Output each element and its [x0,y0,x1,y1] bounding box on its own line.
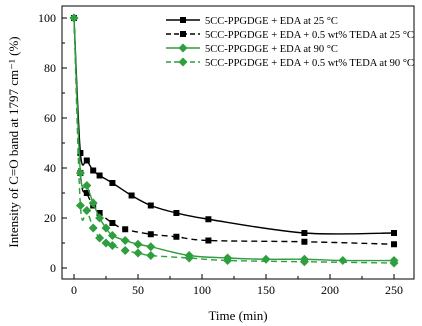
data-point [107,231,117,240]
legend-marker [180,31,186,37]
legend-item: 5CC-PPGDGE + EDA + 0.5 wt% TEDA at 25 °C [166,30,414,41]
data-point [391,241,397,248]
data-point [173,210,180,216]
data-point [109,220,116,226]
legend-label: 5CC-PPGDGE + EDA + 0.5 wt% TEDA at 90 °C [205,58,414,69]
data-point [133,248,143,258]
data-point [95,233,105,243]
data-point [133,239,143,249]
data-point [205,237,212,244]
data-point [95,213,105,223]
series-line [73,17,395,245]
legend-label: 5CC-PPGDGE + EDA at 25 °C [205,16,338,27]
series-line [73,17,395,235]
data-point [205,216,212,223]
series-layer [69,13,399,268]
data-point [75,168,85,178]
y-tick-label: 80 [44,61,56,75]
legend-item: 5CC-PPGDGE + EDA at 25 °C [166,16,338,27]
y-axis-title: Intensity of C=O band at 1797 cm⁻¹ (%) [6,36,21,247]
legend-marker [178,43,188,53]
data-point [75,201,85,210]
series-4 [69,13,399,268]
data-point [120,246,130,255]
data-point [69,13,79,23]
data-point [338,256,348,265]
series-1 [71,15,397,236]
data-point [88,223,98,233]
y-tick-label: 40 [44,161,56,175]
legend-label: 5CC-PPGDGE + EDA at 90 °C [205,44,338,55]
data-point [96,210,103,216]
data-point [107,241,117,250]
data-point [82,206,92,215]
x-tick-label: 100 [193,283,211,297]
data-point [128,192,135,199]
data-point [83,190,90,196]
x-tick-label: 150 [257,283,275,297]
data-point [173,233,180,240]
legend-item: 5CC-PPGDGE + EDA at 90 °C [166,43,338,55]
data-point [389,258,399,268]
x-tick-label: 0 [71,283,77,297]
data-point [101,223,111,233]
x-tick-label: 200 [321,283,339,297]
data-point [299,257,309,267]
data-point [122,226,129,233]
data-point [147,202,154,209]
data-point [301,230,308,236]
data-point [109,180,116,186]
y-tick-label: 0 [50,261,56,275]
data-point [147,231,154,238]
axis-ticks: 0 50 100 150 200 250 0 20 40 60 80 100 [38,11,403,297]
data-point [88,198,98,208]
x-axis-title: Time (min) [208,308,267,323]
legend-label: 5CC-PPGDGE + EDA + 0.5 wt% TEDA at 25 °C [205,30,414,41]
data-point [90,167,97,174]
legend-marker [178,57,188,67]
data-point [184,253,194,263]
x-tick-label: 250 [385,283,403,297]
data-point [223,256,233,265]
data-point [96,172,103,179]
data-point [83,157,90,164]
data-point [77,150,84,156]
data-point [301,238,308,245]
data-point [146,251,156,260]
y-tick-label: 20 [44,211,56,225]
x-tick-label: 50 [132,283,144,297]
data-point [120,236,130,245]
data-point [261,254,271,264]
legend: 5CC-PPGDGE + EDA at 25 °C 5CC-PPGDGE + ED… [166,16,414,69]
data-point [391,230,397,236]
legend-marker [180,17,186,23]
data-point [82,181,92,190]
y-tick-label: 60 [44,111,56,125]
data-point [146,242,156,252]
y-tick-label: 100 [38,11,56,25]
legend-item: 5CC-PPGDGE + EDA + 0.5 wt% TEDA at 90 °C [166,57,414,69]
